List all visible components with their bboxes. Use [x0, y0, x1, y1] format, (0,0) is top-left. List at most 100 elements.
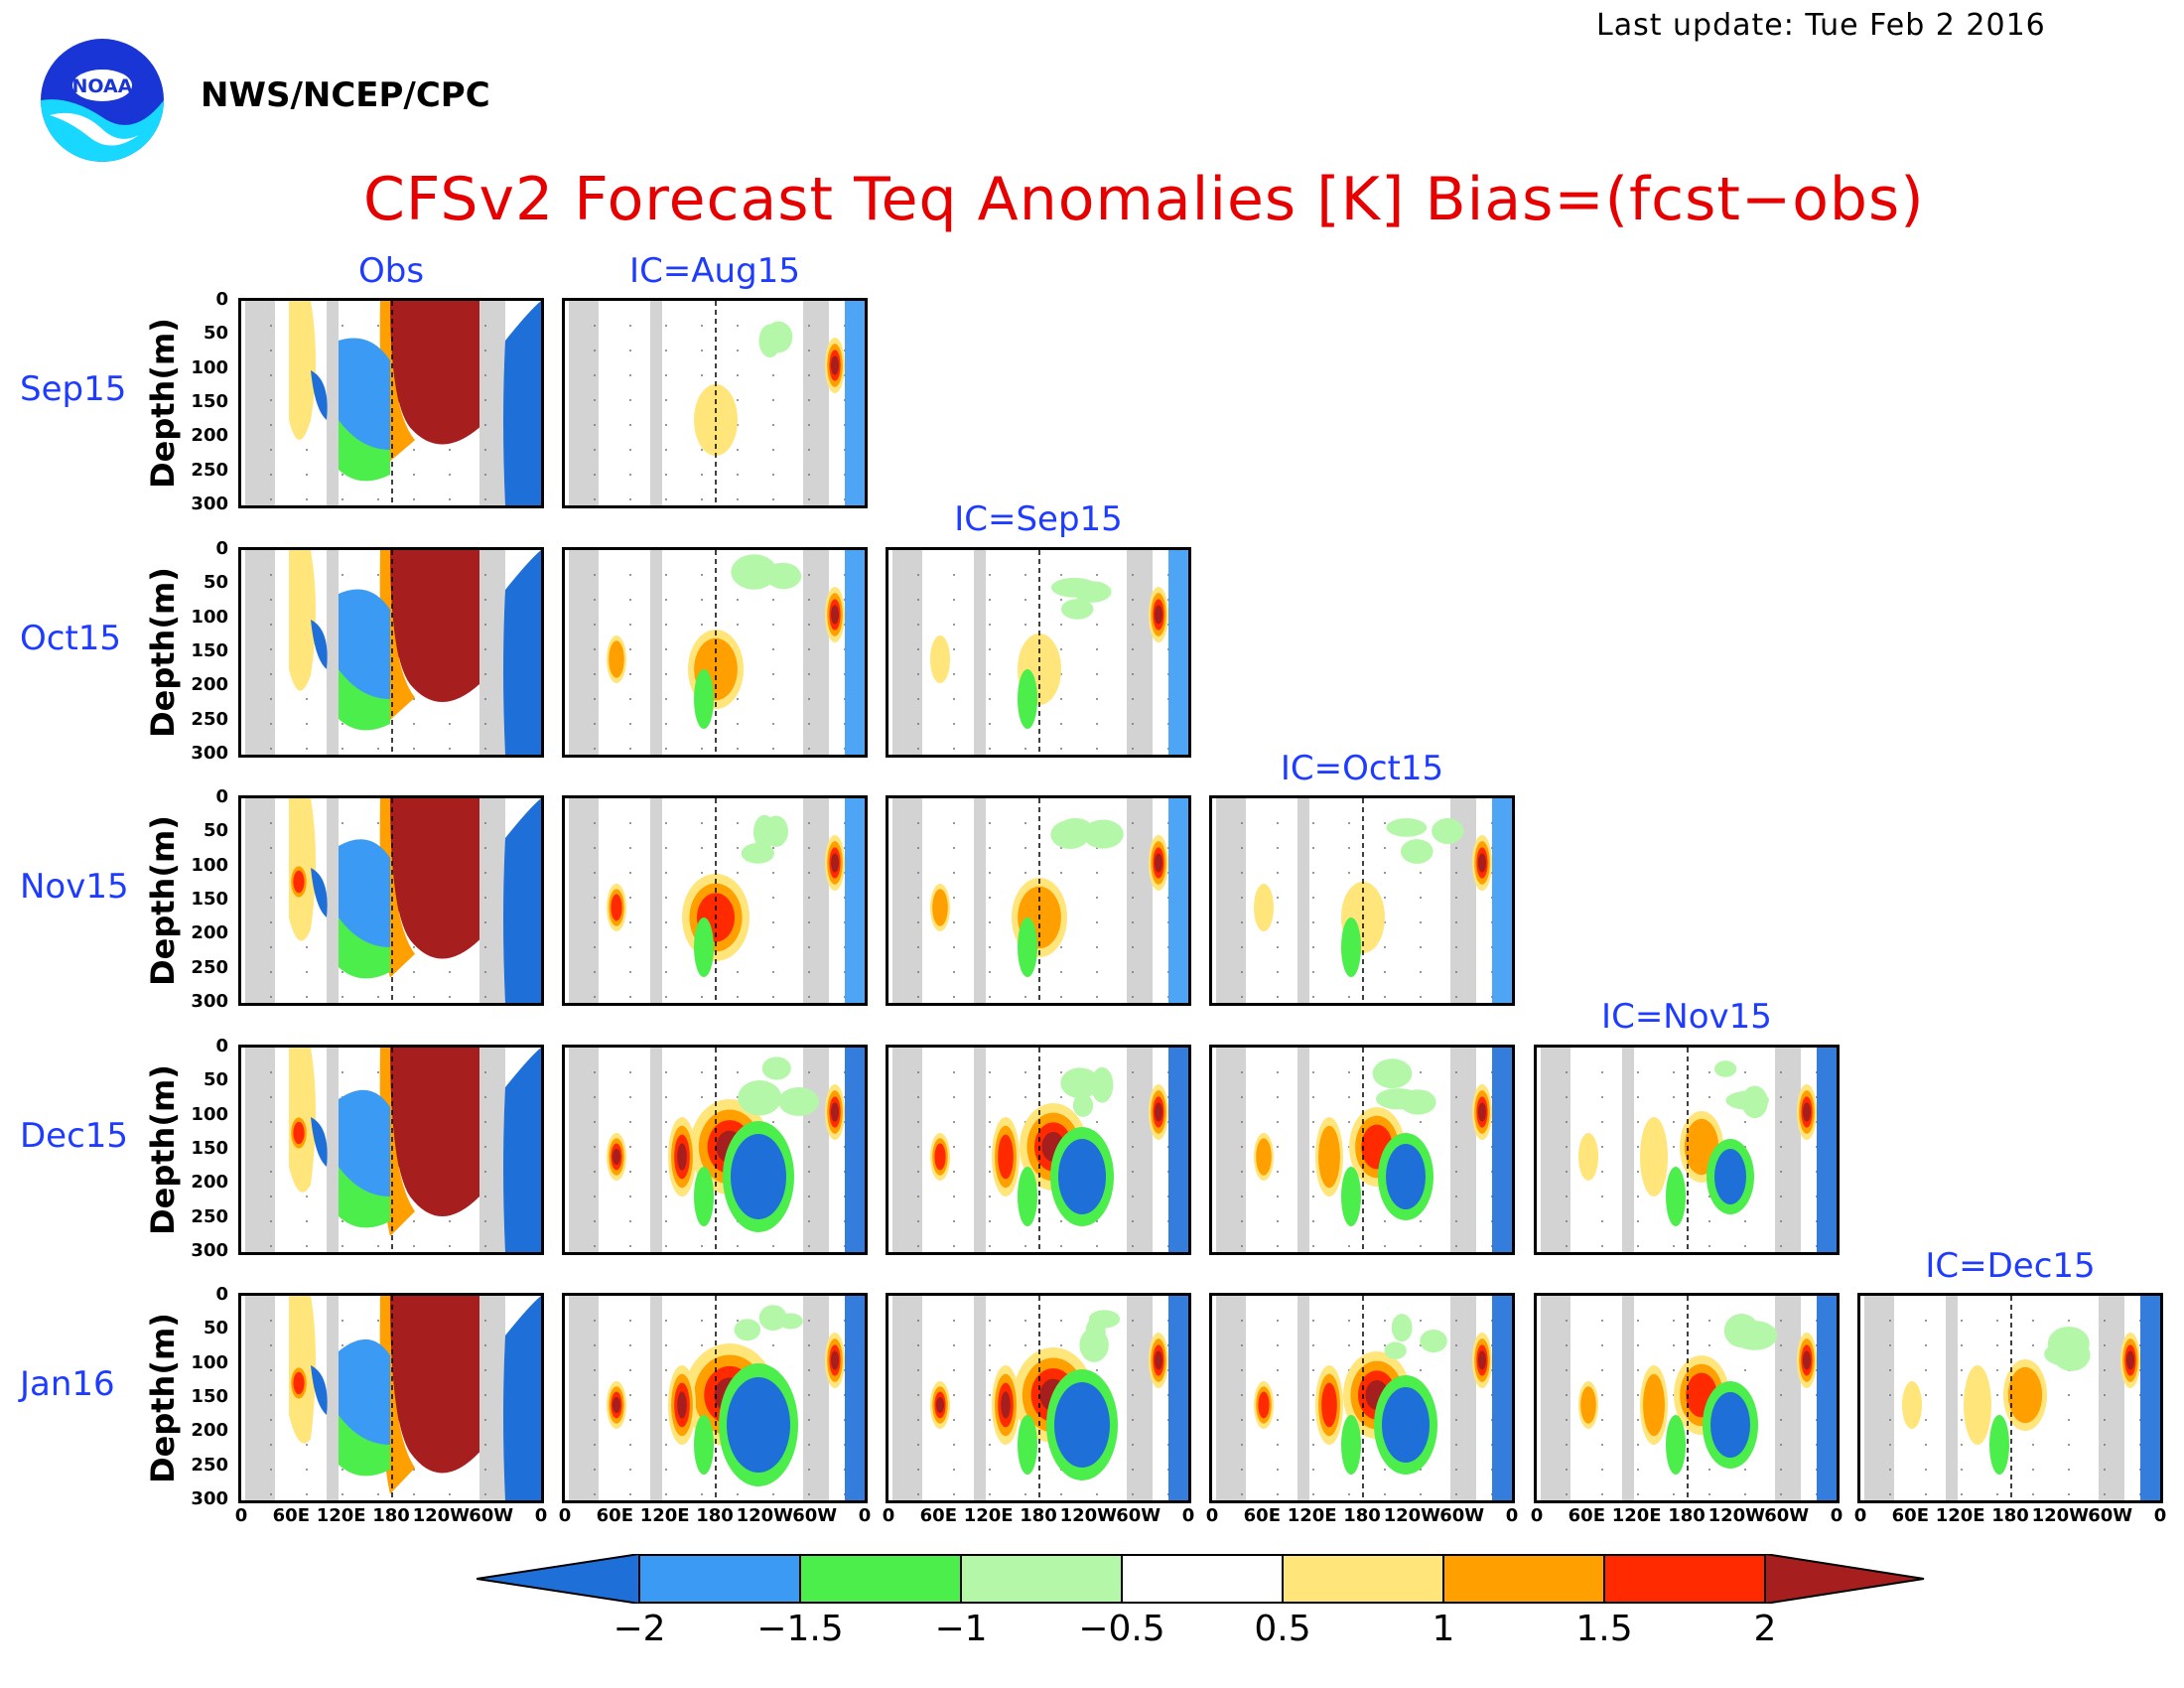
anomaly-contour	[311, 1117, 328, 1167]
land-mask	[650, 1048, 662, 1252]
grid-dot	[808, 648, 810, 650]
grid-dot	[1024, 822, 1026, 824]
grid-dot	[1277, 1469, 1279, 1471]
grid-dot	[665, 698, 667, 700]
grid-dot	[1637, 1071, 1639, 1073]
heatmap-canvas	[892, 550, 1188, 755]
anomaly-contour	[1391, 1314, 1413, 1342]
grid-dot	[629, 424, 631, 426]
grid-dot	[377, 1320, 379, 1322]
grid-dot	[1566, 1469, 1568, 1471]
grid-dot	[377, 1245, 379, 1247]
grid-dot	[665, 1320, 667, 1322]
grid-dot	[989, 1344, 991, 1346]
anomaly-contour	[311, 620, 328, 669]
grid-dot	[665, 1220, 667, 1222]
anomaly-contour	[1989, 1415, 2009, 1475]
grid-dot	[665, 424, 667, 426]
grid-dot	[772, 498, 774, 500]
grid-dot	[1384, 971, 1386, 973]
heatmap-canvas	[1864, 1296, 2160, 1500]
grid-dot	[1889, 1344, 1891, 1346]
grid-dot	[1637, 1444, 1639, 1446]
grid-dot	[665, 599, 667, 601]
grid-dot	[665, 1444, 667, 1446]
grid-dot	[665, 399, 667, 401]
grid-dot	[1420, 1493, 1422, 1495]
grid-dot	[341, 1493, 343, 1495]
anomaly-contour	[1478, 1102, 1486, 1122]
anomaly-contour	[934, 1143, 946, 1171]
y-tick-label: 200	[191, 1420, 228, 1442]
grid-dot	[917, 1096, 919, 1098]
grid-dot	[484, 847, 486, 849]
grid-dot	[270, 1121, 272, 1123]
land-mask	[803, 798, 829, 1003]
grid-dot	[1060, 1320, 1062, 1322]
grid-dot	[1241, 1444, 1243, 1446]
grid-dot	[808, 971, 810, 973]
grid-dot	[1132, 996, 1134, 998]
anomaly-contour	[831, 1350, 839, 1370]
grid-dot	[484, 449, 486, 451]
x-tick-label: 60W	[1116, 1505, 1161, 1526]
y-tick-label: 250	[191, 708, 228, 730]
grid-dot	[808, 624, 810, 626]
anomaly-contour	[831, 355, 839, 375]
grid-dot	[629, 1469, 631, 1471]
grid-dot	[594, 897, 596, 899]
heatmap-panel	[1534, 1045, 1840, 1255]
grid-dot	[1277, 1121, 1279, 1123]
grid-dot	[449, 996, 451, 998]
land-mask	[479, 1048, 505, 1252]
grid-dot	[953, 872, 955, 874]
land-mask	[803, 1048, 829, 1252]
grid-dot	[449, 1245, 451, 1247]
grid-dot	[808, 748, 810, 750]
grid-dot	[2104, 1469, 2106, 1471]
grid-dot	[1060, 723, 1062, 725]
grid-dot	[377, 325, 379, 327]
grid-dot	[989, 1096, 991, 1098]
anomaly-contour	[1054, 1382, 1110, 1468]
grid-dot	[1455, 897, 1457, 899]
land-mask	[1127, 550, 1153, 755]
grid-dot	[629, 1121, 631, 1123]
grid-dot	[772, 374, 774, 376]
grid-dot	[1637, 1320, 1639, 1322]
grid-dot	[1277, 946, 1279, 948]
heatmap-canvas	[1541, 1048, 1837, 1252]
grid-dot	[1024, 599, 1026, 601]
grid-dot	[989, 1444, 991, 1446]
grid-dot	[1889, 1493, 1891, 1495]
column-label-initial-condition: IC=Sep15	[954, 499, 1123, 539]
anomaly-contour	[1018, 1167, 1037, 1226]
anomaly-contour	[694, 1167, 714, 1226]
grid-dot	[701, 624, 703, 626]
grid-dot	[1348, 847, 1350, 849]
grid-dot	[1889, 1444, 1891, 1446]
grid-dot	[737, 1493, 739, 1495]
x-tick-label: 120E	[639, 1505, 690, 1526]
grid-dot	[306, 474, 308, 476]
grid-dot	[1996, 1344, 1998, 1346]
grid-dot	[2068, 1469, 2070, 1471]
grid-dot	[917, 624, 919, 626]
grid-dot	[953, 1121, 955, 1123]
colorbar-swatch	[799, 1554, 962, 1604]
row-label-target-month: Sep15	[20, 369, 127, 409]
grid-dot	[270, 996, 272, 998]
grid-dot	[665, 897, 667, 899]
land-mask	[1864, 1296, 1894, 1500]
grid-dot	[2068, 1419, 2070, 1421]
grid-dot	[917, 971, 919, 973]
grid-dot	[1601, 1493, 1603, 1495]
grid-dot	[1060, 698, 1062, 700]
grid-dot	[1384, 897, 1386, 899]
anomaly-contour	[764, 321, 793, 353]
grid-dot	[1241, 1096, 1243, 1098]
grid-dot	[1241, 1493, 1243, 1495]
grid-dot	[772, 847, 774, 849]
grid-dot	[1312, 946, 1314, 948]
anomaly-contour	[1090, 1066, 1114, 1103]
